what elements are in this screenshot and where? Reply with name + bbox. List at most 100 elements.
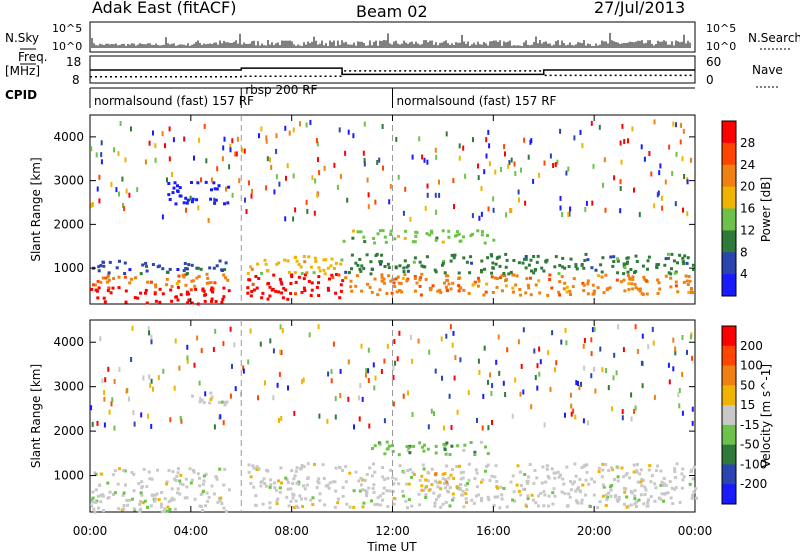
range-cell: [650, 171, 653, 177]
range-cell: [425, 232, 429, 236]
range-cell: [106, 289, 110, 293]
range-cell: [467, 478, 471, 482]
range-cell: [389, 468, 393, 472]
range-cell: [91, 496, 95, 500]
range-cell: [541, 465, 545, 469]
range-cell: [553, 265, 557, 269]
range-cell: [519, 470, 522, 474]
range-cell: [567, 265, 571, 268]
range-cell: [447, 282, 451, 286]
range-cell: [676, 261, 679, 265]
range-cell: [534, 283, 538, 287]
range-cell: [112, 277, 116, 280]
range-cell: [103, 396, 106, 402]
range-cell: [222, 295, 226, 299]
range-cell: [500, 167, 502, 172]
range-cell: [611, 468, 615, 472]
range-cell: [186, 344, 189, 350]
range-cell: [192, 470, 196, 474]
range-cell: [666, 252, 670, 256]
range-cell: [480, 270, 484, 274]
range-cell: [154, 283, 158, 287]
range-cell: [313, 210, 316, 216]
range-cell: [653, 394, 656, 400]
range-cell: [165, 277, 169, 281]
range-cell: [198, 380, 201, 386]
range-cell: [678, 253, 682, 257]
nsearch-label: N.Search: [748, 31, 800, 45]
range-cell: [317, 477, 321, 481]
range-cell: [635, 505, 638, 508]
range-cell: [481, 478, 485, 482]
range-cell: [378, 260, 382, 264]
range-cell: [97, 506, 101, 510]
range-cell: [113, 425, 116, 431]
range-cell: [280, 282, 284, 286]
range-cell: [379, 260, 383, 264]
range-cell: [483, 169, 486, 175]
range-cell: [162, 368, 165, 374]
range-cell: [476, 229, 480, 233]
range-cell: [247, 463, 251, 467]
range-cell: [612, 255, 616, 259]
range-cell: [376, 496, 380, 500]
range-cell: [410, 504, 414, 508]
colorbar-swatch: [722, 484, 736, 505]
range-cell: [250, 193, 253, 199]
range-cell: [640, 144, 643, 150]
range-cell: [252, 288, 256, 292]
range-cell: [622, 486, 626, 490]
range-cell: [677, 392, 680, 398]
range-cell: [168, 198, 172, 201]
range-cell: [141, 263, 145, 267]
range-cell: [604, 493, 608, 497]
range-cell: [427, 424, 430, 430]
range-cell: [482, 293, 486, 297]
range-cell: [478, 369, 481, 375]
range-cell: [157, 375, 160, 381]
range-cell: [660, 492, 664, 496]
range-cell: [220, 300, 224, 304]
range-cell: [182, 201, 186, 205]
range-cell: [569, 488, 573, 492]
range-cell: [504, 284, 508, 288]
range-cell: [203, 123, 206, 129]
range-cell: [448, 393, 451, 399]
range-cell: [572, 408, 575, 414]
range-cell: [596, 506, 600, 510]
range-cell: [367, 486, 371, 490]
range-cell: [398, 264, 402, 268]
range-cell: [546, 293, 550, 297]
range-cell: [177, 279, 181, 283]
range-cell: [148, 140, 151, 146]
range-cell: [477, 276, 480, 280]
range-cell: [524, 255, 528, 258]
range-cell: [450, 444, 454, 448]
range-cell: [453, 375, 456, 381]
range-cell: [635, 463, 639, 466]
range-cell: [553, 476, 557, 480]
range-cell: [386, 343, 389, 349]
range-cell: [557, 272, 561, 276]
cpid-label: CPID: [5, 88, 37, 102]
range-cell: [108, 490, 112, 494]
range-cell: [691, 494, 694, 497]
range-cell: [580, 466, 584, 469]
range-cell: [193, 362, 196, 368]
range-cell: [133, 421, 136, 427]
range-cell: [392, 375, 395, 380]
range-cell: [507, 272, 511, 276]
range-cell: [430, 467, 434, 471]
range-cell: [374, 254, 378, 258]
range-cell: [420, 488, 424, 492]
range-cell: [512, 273, 516, 277]
range-cell: [107, 271, 111, 275]
range-cell: [242, 365, 245, 371]
range-cell: [315, 486, 319, 489]
range-cell: [591, 200, 594, 206]
range-cell: [411, 240, 415, 244]
range-cell: [690, 157, 692, 163]
range-cell: [458, 155, 461, 161]
range-cell: [532, 481, 536, 485]
range-cell: [451, 281, 455, 285]
